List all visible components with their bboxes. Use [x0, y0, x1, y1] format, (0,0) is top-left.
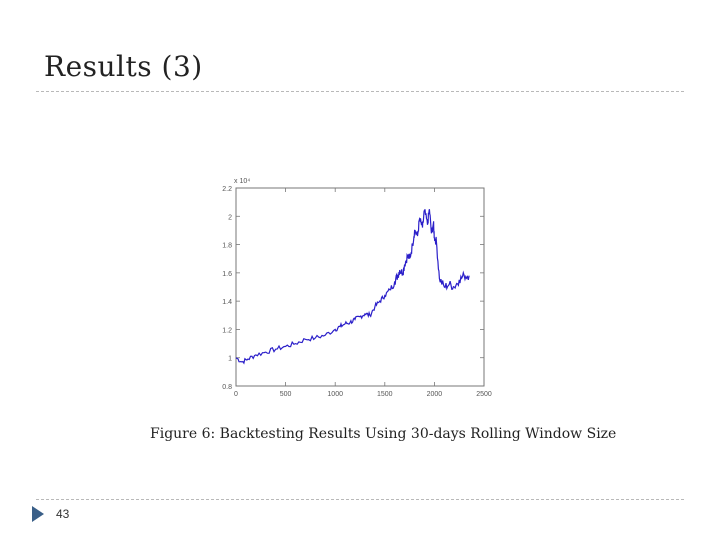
x-tick-label: 0 [234, 391, 238, 398]
y-tick-label: 1.8 [222, 243, 232, 250]
title-divider [36, 91, 684, 92]
y-axis-multiplier: x 10⁴ [234, 178, 250, 185]
y-tick-label: 0.8 [222, 384, 232, 391]
x-tick-label: 2500 [476, 391, 492, 398]
y-tick-label: 1.6 [222, 271, 232, 278]
x-tick-label: 500 [280, 391, 292, 398]
x-tick-label: 1000 [327, 391, 343, 398]
axis-ticks: 0.8 1 1.2 1.4 1.6 1.8 2 2.2 0 500 1000 1500 2000 2500 [222, 186, 492, 398]
y-tick-label: 1.4 [222, 299, 232, 306]
y-tick-label: 1.2 [222, 327, 232, 334]
figure-caption: Figure 6: Backtesting Results Using 30-d… [150, 426, 617, 442]
y-tick-label: 2 [228, 214, 232, 221]
backtesting-chart: 0.8 1 1.2 1.4 1.6 1.8 2 2.2 0 500 1000 1500 2000 2500… [196, 170, 516, 400]
y-tick-label: 2.2 [222, 186, 232, 193]
slide-title: Results (3) [44, 50, 203, 83]
y-tick-label: 1 [228, 356, 232, 363]
series-line [235, 209, 470, 365]
triangle-bullet-icon [32, 506, 44, 522]
plot-frame [235, 187, 485, 387]
chart-svg: 0.8 1 1.2 1.4 1.6 1.8 2 2.2 0 500 1000 1500 2000 2500… [222, 178, 492, 398]
x-tick-label: 1500 [377, 391, 393, 398]
x-tick-label: 2000 [427, 391, 443, 398]
footer-divider [36, 499, 684, 500]
page-number: 43 [56, 507, 70, 521]
